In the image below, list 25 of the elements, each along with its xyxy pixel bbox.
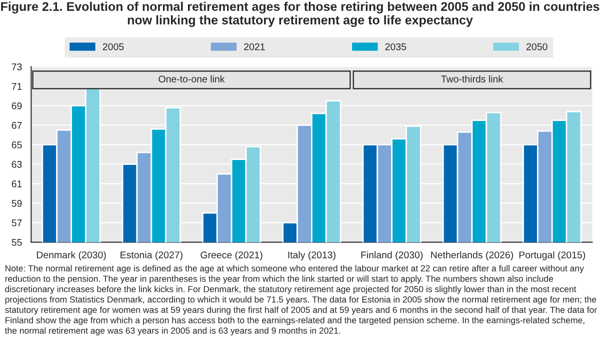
y-tick-label: 55 [12, 239, 22, 246]
legend-label: 2005 [102, 43, 124, 50]
x-tick-label: Netherlands (2026) [431, 251, 513, 260]
y-tick-label: 57 [12, 220, 22, 226]
text: Note: The normal retirement age is defined as the age at which someone who entered the labour market at 22 can retire after a full career without any reduction to the pension. The year in parentheses is the year from which the link started or will start to apply. The numbers shown also include discretionary increases before the link kicks in. For Denmark, the statutory retirement age projected for 2050 is slightly lower than in the most recent projections from Statistics Denmark, according to which it would be 71.5 years. The data for Estonia in 2005 show the normal retirement age for men; the statutory retirement age for women was at 59 years during the first half of 2005 and at 59 years and 6 months in the second half of that year. The data for Finland show the age from which a person has access both to the earnings-related and the targeted pension scheme. In the earnings-related scheme, the normal retirement age was 63 years in 2005 and is 63 years and 9 months in 2021. [4, 265, 597, 336]
y-tick-label: 65 [12, 141, 22, 148]
x-tick-label: Portugal (2015) [519, 251, 586, 260]
y-tick-label: 61 [12, 180, 22, 188]
band-label: Two-thirds link [441, 75, 504, 82]
legend-label: 2050 [526, 43, 548, 50]
legend-label: 2035 [385, 43, 406, 50]
x-tick-label: Italy (2013) [288, 251, 336, 260]
x-tick-label: Finland (2030) [361, 251, 423, 260]
legend-label: 2021 [244, 43, 265, 50]
chart-title: Figure 2.1. Evolution of normal retirement ages for those retiring between 2005 and 2050 in countries now linking the statutory retirement age to life expectancy [1, 2, 600, 27]
band-label: One-to-one link [158, 75, 225, 82]
y-tick-label: 71 [12, 83, 22, 90]
x-tick-label: Estonia (2027) [120, 251, 182, 260]
x-tick-label: Denmark (2030) [36, 251, 106, 260]
y-tick-label: 69 [12, 102, 22, 110]
x-tick-label: Greece (2021) [200, 251, 262, 260]
y-tick-label: 67 [12, 122, 22, 129]
y-tick-label: 73 [12, 63, 22, 70]
y-tick-label: 63 [12, 160, 22, 168]
y-tick-label: 59 [12, 200, 22, 207]
